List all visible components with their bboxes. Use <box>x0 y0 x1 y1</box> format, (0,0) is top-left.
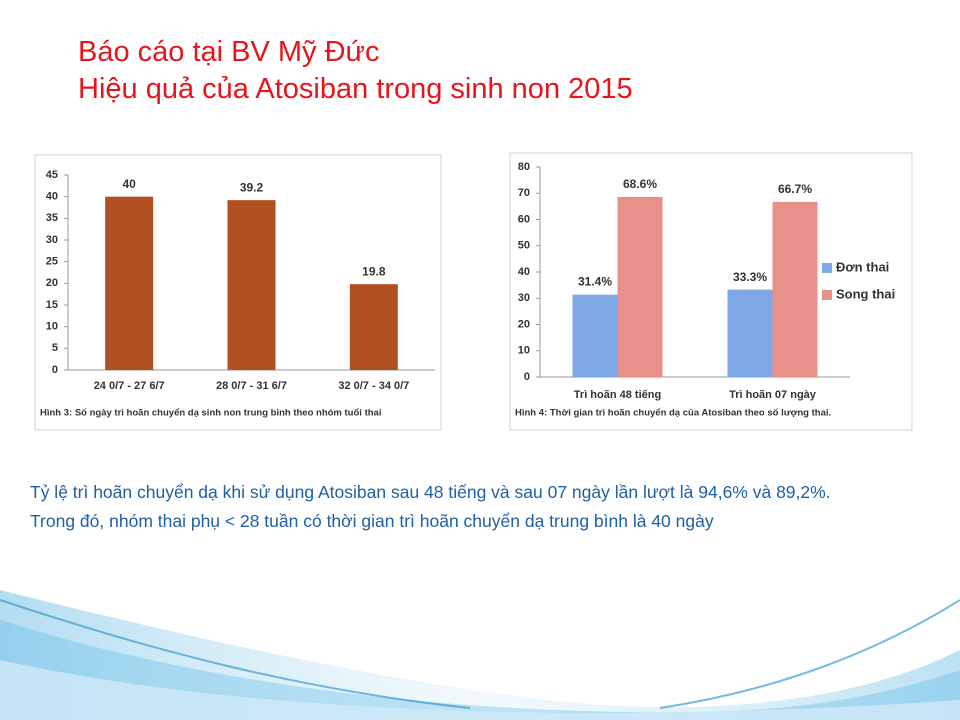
legend-swatch <box>822 290 832 300</box>
y-tick-label: 15 <box>46 299 58 311</box>
paragraph: Tỷ lệ trì hoãn chuyển dạ khi sử dụng Ato… <box>30 482 831 502</box>
y-tick-label: 10 <box>518 345 530 357</box>
legend-swatch <box>822 263 832 273</box>
y-tick-label: 40 <box>46 191 58 203</box>
y-tick-label: 30 <box>518 292 530 304</box>
paragraph: Trong đó, nhóm thai phụ < 28 tuần có thờ… <box>30 511 714 531</box>
charts: 0 5 10 15 20 25 30 35 40 45 24 0/7 - 27 6/7 40 28 0/… <box>34 152 913 431</box>
data-label: 40 <box>122 177 136 191</box>
chart-caption: Hình 3: Số ngày trì hoãn chuyển dạ sinh … <box>40 408 381 419</box>
data-label: 19.8 <box>362 264 386 278</box>
data-label: 39.2 <box>240 180 264 194</box>
x-tick-label: 32 0/7 - 34 0/7 <box>338 380 409 392</box>
y-tick-label: 50 <box>518 240 530 252</box>
y-tick-label: 20 <box>46 277 58 289</box>
y-tick-label: 20 <box>518 318 530 330</box>
x-tick-label: Trì hoãn 07 ngày <box>729 389 817 401</box>
x-tick-label: Trì hoãn 48 tiếng <box>574 389 661 401</box>
y-tick-label: 10 <box>46 321 58 333</box>
bar <box>617 196 663 377</box>
y-tick-label: 45 <box>46 169 58 181</box>
data-label: 66.7% <box>778 182 812 196</box>
bar <box>572 294 618 377</box>
x-tick-label: 24 0/7 - 27 6/7 <box>94 380 165 392</box>
y-tick-label: 40 <box>518 266 530 278</box>
y-tick-label: 70 <box>518 187 530 199</box>
y-tick-label: 80 <box>518 161 530 173</box>
data-label: 68.6% <box>623 177 657 191</box>
title-line: Hiệu quả của Atosiban trong sinh non 201… <box>78 73 633 105</box>
data-label: 31.4% <box>578 275 612 289</box>
y-tick-label: 5 <box>52 342 58 354</box>
y-tick-label: 25 <box>46 256 58 268</box>
chart-caption: Hình 4: Thời gian trì hoãn chuyển dạ của… <box>515 408 831 419</box>
y-tick-label: 35 <box>46 212 58 224</box>
y-tick-label: 0 <box>52 364 58 376</box>
legend-label: Đơn thai <box>836 259 889 274</box>
y-tick-label: 60 <box>518 213 530 225</box>
bar <box>772 201 818 377</box>
y-tick-label: 0 <box>524 371 530 383</box>
bar <box>727 289 773 377</box>
legend-label: Song thai <box>836 286 895 301</box>
bar <box>227 200 276 370</box>
title-line: Báo cáo tại BV Mỹ Đức <box>78 36 380 68</box>
bar <box>105 196 154 370</box>
slide-title: Báo cáo tại BV Mỹ Đức Hiệu quả của Atosi… <box>78 34 633 108</box>
y-tick-label: 30 <box>46 234 58 246</box>
body-text: Tỷ lệ trì hoãn chuyển dạ khi sử dụng Ato… <box>30 478 898 536</box>
x-tick-label: 28 0/7 - 31 6/7 <box>216 380 287 392</box>
bar <box>349 284 398 370</box>
chart-frame <box>509 152 913 431</box>
data-label: 33.3% <box>733 270 767 284</box>
